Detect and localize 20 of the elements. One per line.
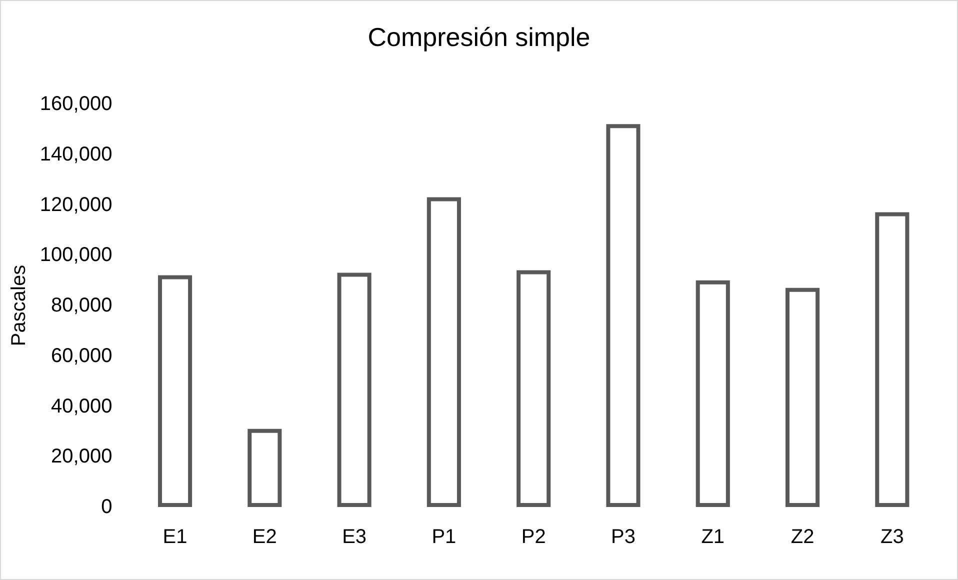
y-tick-label: 0 (101, 496, 112, 518)
x-tick-label: E3 (342, 526, 367, 548)
y-tick-label: 20,000 (51, 446, 112, 468)
x-tick-label: P1 (432, 526, 456, 548)
x-tick-label: Z2 (790, 526, 814, 548)
y-axis-title: Pascales (8, 264, 30, 346)
chart-title: Compresión simple (368, 22, 590, 52)
y-tick-label: 120,000 (40, 194, 112, 216)
y-tick-label: 80,000 (51, 294, 112, 316)
x-tick-label: E2 (252, 526, 277, 548)
y-tick-label: 160,000 (40, 93, 112, 115)
x-tick-label: P2 (521, 526, 546, 548)
x-tick-label: Z3 (880, 526, 904, 548)
x-tick-label: P3 (611, 526, 636, 548)
y-tick-label: 140,000 (40, 143, 112, 166)
y-tick-label: 60,000 (51, 344, 112, 367)
y-tick-label: 40,000 (51, 395, 112, 418)
x-tick-label: E1 (162, 526, 188, 548)
x-tick-label: Z1 (701, 526, 725, 548)
y-tick-label: 100,000 (40, 244, 112, 266)
